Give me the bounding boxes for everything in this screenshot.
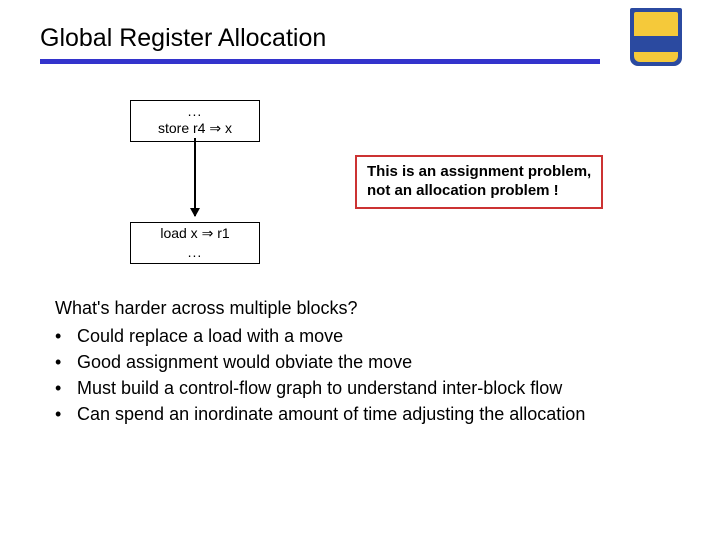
block-store: ... store r4 ⇒ x (130, 100, 260, 142)
block-load-dots: ... (139, 244, 251, 261)
list-item: Good assignment would obviate the move (55, 349, 680, 375)
slide-title: Global Register Allocation (40, 24, 680, 53)
block-load: load x ⇒ r1 ... (130, 222, 260, 264)
university-logo (630, 8, 690, 78)
list-item: Must build a control-flow graph to under… (55, 375, 680, 401)
shield-icon (630, 8, 682, 66)
question: What's harder across multiple blocks? (55, 295, 680, 321)
arrow-down (194, 138, 196, 216)
list-item: Can spend an inordinate amount of time a… (55, 401, 680, 427)
bullet-list: Could replace a load with a move Good as… (55, 323, 680, 427)
callout-line1: This is an assignment problem, (367, 163, 591, 182)
list-item: Could replace a load with a move (55, 323, 680, 349)
callout-line2: not an allocation problem ! (367, 182, 591, 201)
block-store-dots: ... (139, 103, 251, 120)
block-load-instr: load x ⇒ r1 (139, 225, 251, 244)
body-text: What's harder across multiple blocks? Co… (55, 295, 680, 427)
block-store-instr: store r4 ⇒ x (139, 120, 251, 139)
title-underline (40, 59, 600, 64)
callout-box: This is an assignment problem, not an al… (355, 155, 603, 209)
title-area: Global Register Allocation (40, 24, 680, 64)
